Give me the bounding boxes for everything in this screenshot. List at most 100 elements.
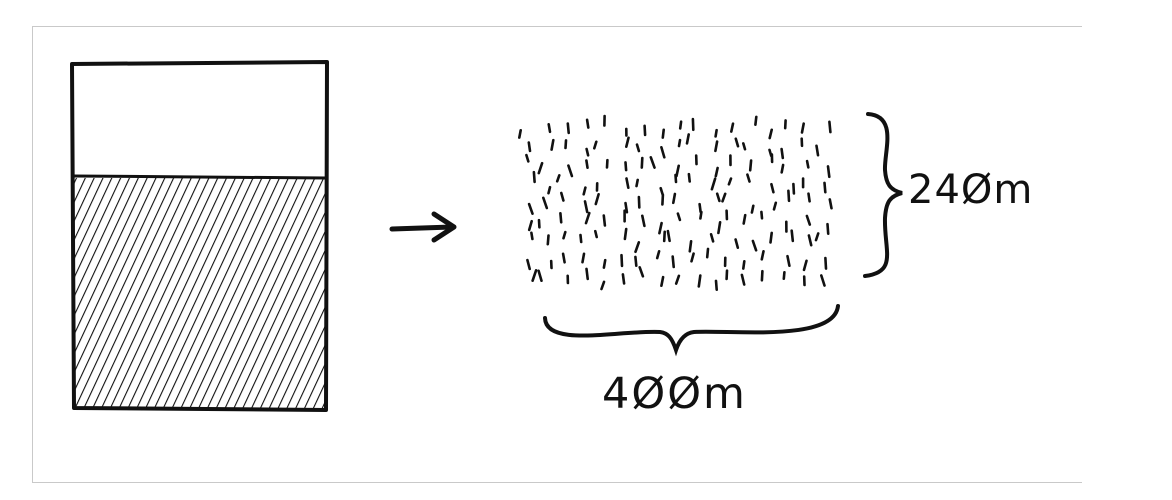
particle-mark	[760, 250, 765, 261]
particle-mark	[826, 165, 831, 179]
particle-mark	[655, 250, 661, 260]
particle-mark	[531, 268, 538, 283]
particle-mark	[746, 173, 751, 183]
particle-mark	[527, 219, 534, 232]
height-brace-icon	[863, 112, 903, 278]
particle-mark	[699, 210, 703, 220]
particle-mark	[698, 202, 702, 214]
particle-mark	[643, 124, 647, 137]
frame-bottom-border	[32, 482, 1082, 483]
particle-mark	[754, 115, 758, 126]
container-outline	[70, 60, 329, 412]
particle-mark	[828, 120, 832, 134]
particle-mark	[585, 267, 590, 281]
particle-mark	[602, 214, 607, 227]
particle-mark	[525, 153, 530, 163]
particle-mark	[585, 147, 590, 157]
particle-mark	[547, 185, 552, 195]
particle-mark	[734, 238, 740, 249]
particle-mark	[687, 172, 692, 183]
particle-mark	[602, 258, 607, 269]
particle-mark	[582, 186, 587, 196]
particle-mark	[715, 192, 721, 203]
particle-mark	[640, 156, 644, 169]
particle-mark	[709, 233, 715, 243]
particle-mark	[517, 129, 523, 139]
particle-mark	[690, 252, 695, 263]
particle-mark	[661, 128, 666, 139]
particle-mark	[790, 229, 795, 243]
particle-mark	[625, 177, 630, 189]
particle-mark	[741, 259, 746, 270]
particle-mark	[819, 274, 826, 287]
particle-mark	[688, 240, 693, 253]
particle-mark	[660, 275, 665, 288]
particle-mark	[714, 128, 718, 138]
particle-mark	[624, 136, 630, 148]
particle-mark	[634, 255, 638, 268]
particle-mark	[635, 178, 640, 188]
width-brace-icon	[543, 304, 840, 357]
particle-mark	[659, 186, 665, 196]
particle-mark	[658, 221, 663, 235]
particle-mark	[585, 159, 589, 169]
particle-mark	[751, 239, 758, 252]
particle-mark	[526, 258, 532, 271]
particle-mark	[697, 274, 702, 288]
particle-mark	[671, 192, 677, 205]
particle-mark	[714, 279, 719, 292]
container-fill	[74, 178, 326, 408]
particle-mark	[780, 163, 785, 174]
particle-mark	[621, 273, 626, 285]
particle-mark	[814, 232, 820, 242]
particle-mark	[555, 174, 561, 183]
particle-mark	[566, 122, 571, 135]
particle-mark	[537, 161, 544, 175]
particle-mark	[750, 204, 755, 214]
particle-mark	[537, 269, 543, 283]
particle-mark	[593, 229, 599, 239]
particle-mark	[748, 159, 753, 172]
particle-mark	[541, 196, 549, 210]
particle-mark	[562, 230, 567, 240]
width-label: 4ØØm	[602, 369, 747, 419]
particle-mark	[769, 231, 774, 244]
particle-mark	[547, 123, 552, 134]
particle-mark	[782, 270, 786, 281]
particle-mark	[624, 161, 628, 172]
particle-mark	[634, 241, 641, 254]
particle-mark	[559, 191, 565, 202]
particle-mark	[660, 146, 666, 159]
particle-mark	[671, 255, 676, 269]
frame-top-border	[32, 26, 1082, 27]
particle-mark	[807, 192, 811, 203]
right-arrow-icon	[389, 211, 457, 243]
particle-mark	[760, 210, 764, 220]
particle-mark	[742, 213, 747, 225]
particle-mark	[824, 256, 828, 270]
particle-mark	[740, 273, 746, 286]
particle-mark	[530, 231, 534, 241]
particle-mark	[600, 280, 606, 291]
particle-mark	[594, 193, 600, 206]
particle-mark	[649, 156, 656, 169]
particle-mark	[805, 214, 812, 226]
particle-mark	[815, 144, 820, 157]
particle-mark	[802, 259, 808, 272]
particle-mark	[734, 137, 740, 148]
scattered-particles-icon	[517, 114, 833, 292]
particle-mark	[780, 147, 785, 160]
particle-mark	[662, 230, 667, 243]
glass-container-icon	[70, 60, 329, 412]
particle-mark	[559, 212, 563, 224]
particle-mark	[677, 138, 682, 148]
particle-mark	[760, 269, 764, 282]
particle-mark	[638, 265, 645, 278]
particle-mark	[717, 221, 722, 235]
particle-mark	[770, 182, 775, 194]
particle-mark	[727, 177, 733, 186]
particle-mark	[527, 141, 532, 153]
particle-mark	[581, 252, 586, 264]
